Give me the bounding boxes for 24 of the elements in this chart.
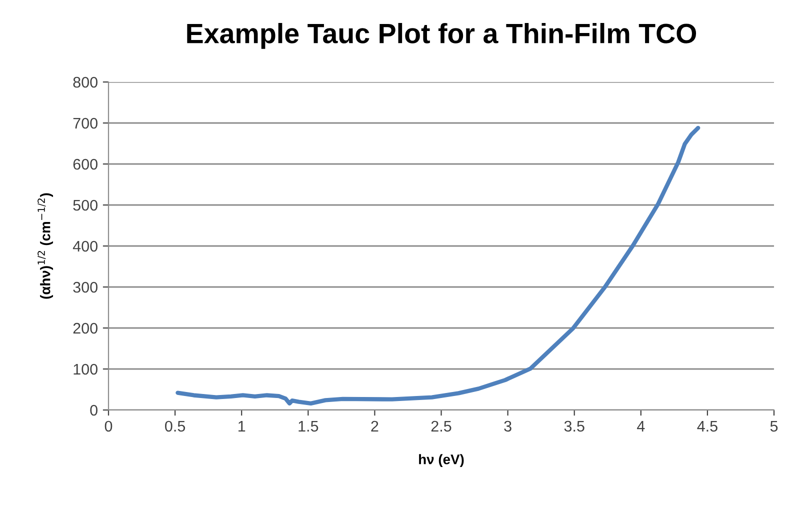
x-tick-label: 2.5 xyxy=(431,420,452,432)
x-tick-label: 0 xyxy=(104,420,112,432)
x-axis-title: hν (eV) xyxy=(419,454,464,468)
y-tick-label: 300 xyxy=(73,282,98,293)
x-tick-label: 0.5 xyxy=(165,420,186,432)
y-tick-label: 700 xyxy=(73,118,98,129)
x-tick-label: 4 xyxy=(637,420,645,432)
y-tick-label: 500 xyxy=(73,200,98,211)
y-tick-label: 100 xyxy=(74,364,98,375)
y-axis-title: (αhν)$^{1/2}$ (cm$^{−1/2}$) xyxy=(38,193,54,299)
chart-title: Example Tauc Plot for a Thin-Film TCO xyxy=(187,22,696,49)
y-tick-label: 200 xyxy=(73,322,98,334)
line-series xyxy=(176,126,700,406)
x-tick-label: 1 xyxy=(238,420,246,432)
x-tick-label: 4.5 xyxy=(697,420,718,432)
x-tick-label: 3 xyxy=(504,420,512,432)
x-tick-label: 1.5 xyxy=(298,420,318,432)
y-tick-label: 0 xyxy=(90,404,98,416)
y-tick-label: 400 xyxy=(72,240,98,252)
y-tick-label: 600 xyxy=(73,158,98,170)
y-tick-label: 800 xyxy=(73,76,98,88)
x-tick-label: 2 xyxy=(371,420,378,432)
x-tick-label: 5 xyxy=(770,420,778,432)
x-tick-label: 3.5 xyxy=(564,420,584,432)
